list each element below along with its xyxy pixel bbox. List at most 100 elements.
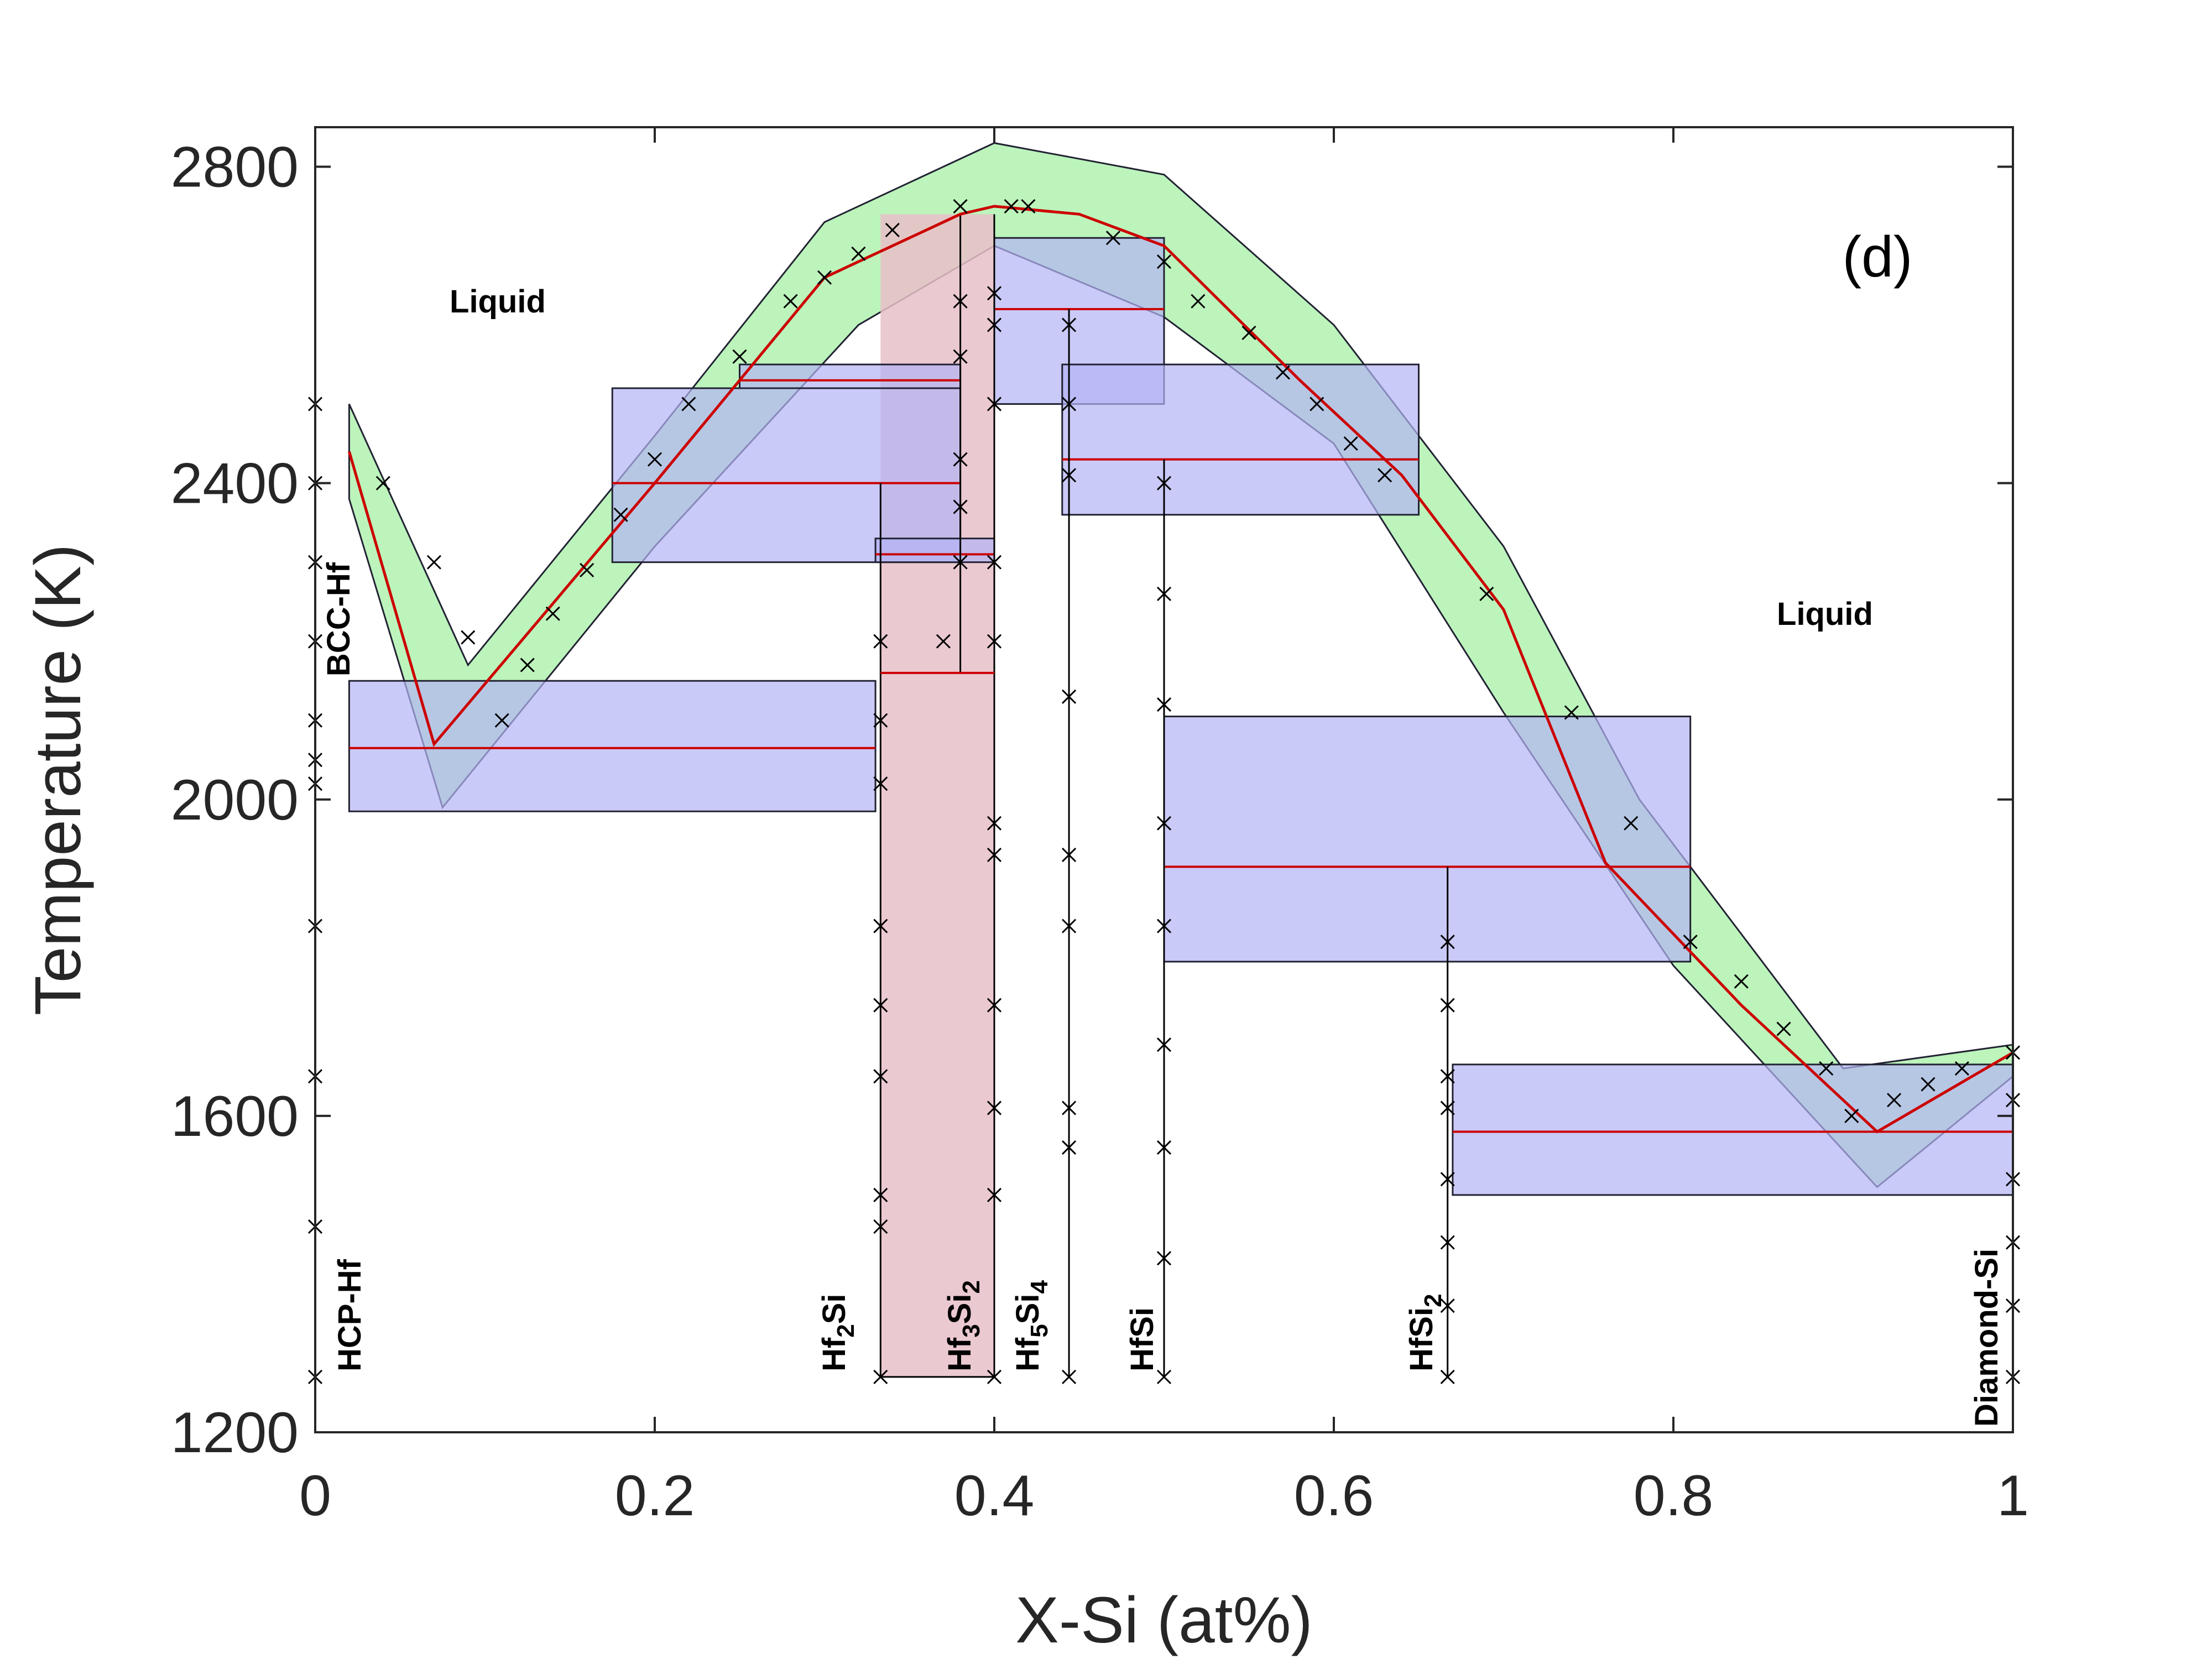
experimental-point: [987, 634, 1002, 649]
experimental-point: [873, 1069, 888, 1084]
experimental-point: [873, 919, 888, 933]
experimental-point: [647, 452, 662, 467]
experimental-point: [1156, 1251, 1172, 1266]
experimental-point: [1062, 1369, 1077, 1384]
experimental-point: [1062, 397, 1077, 411]
experimental-point: [1844, 1108, 1859, 1123]
y-tick-label: 2800: [171, 135, 299, 200]
x-tick-label: 0.6: [1294, 1464, 1374, 1528]
experimental-point: [987, 1100, 1002, 1115]
experimental-point: [851, 246, 866, 261]
experimental-point: [873, 634, 888, 649]
experimental-point: [1062, 919, 1077, 933]
experimental-point: [732, 349, 747, 364]
experimental-point: [1378, 468, 1392, 483]
experimental-point: [1734, 974, 1749, 989]
experimental-point: [953, 294, 968, 309]
hcp-hf-label: HCP-Hf: [332, 1259, 368, 1371]
experimental-point: [953, 199, 968, 214]
x-tick-label: 0.4: [954, 1464, 1035, 1528]
y-tick-label: 1600: [171, 1084, 299, 1149]
invariant-band-peritectic-hf2si: [611, 387, 962, 564]
x-axis-label: X-Si (at%): [1015, 1584, 1313, 1657]
experimental-point: [783, 294, 798, 309]
hfsi-label: HfSi: [1124, 1307, 1160, 1371]
uncertainty-bands: [348, 142, 2014, 1377]
experimental-point: [1776, 1021, 1791, 1036]
experimental-point: [1921, 1077, 1936, 1092]
experimental-point: [1564, 705, 1579, 720]
experimental-point: [1310, 397, 1324, 411]
experimental-point: [1440, 998, 1455, 1013]
experimental-point: [1440, 1069, 1455, 1084]
experimental-point: [1062, 468, 1077, 483]
experimental-point: [873, 1219, 888, 1234]
liquid-label-right: Liquid: [1777, 596, 1873, 632]
axis-ticks: 0 0.2 0.4 0.6 0.8 1 1200 1600 2000 2400 2800: [171, 127, 2029, 1528]
experimental-point: [873, 1187, 888, 1202]
x-tick-label: 0: [299, 1464, 331, 1528]
experimental-point: [1624, 816, 1639, 831]
invariant-band-hfsi-hfsi2-peritectic: [1163, 716, 1692, 963]
phase-lines: [347, 205, 2014, 1378]
x-tick-label: 1: [1997, 1464, 2029, 1528]
experimental-point: [1156, 254, 1172, 269]
experimental-point: [461, 630, 476, 645]
experimental-point: [1004, 199, 1019, 214]
hf2si-label: Hf2Si: [816, 1294, 859, 1372]
experimental-point: [1156, 919, 1172, 933]
experimental-point: [1440, 1100, 1455, 1115]
experimental-point: [1062, 689, 1077, 704]
experimental-point: [1440, 1172, 1455, 1187]
experimental-point: [987, 1369, 1002, 1384]
y-tick-label: 1200: [171, 1401, 299, 1465]
experimental-point: [873, 713, 888, 728]
invariant-band-eutectic-bcc-hf2si: [348, 680, 877, 812]
experimental-point: [545, 606, 560, 621]
experimental-point: [1156, 1037, 1172, 1052]
experimental-point: [987, 555, 1002, 570]
invariant-band-hf3si2-lower: [874, 538, 995, 564]
experimental-point: [936, 634, 951, 649]
experimental-point: [1191, 294, 1206, 309]
experimental-point: [987, 998, 1002, 1013]
experimental-point: [987, 286, 1002, 301]
invariant-band-hf3si2-upper: [739, 363, 962, 389]
experimental-point: [1156, 476, 1172, 491]
experimental-point: [953, 452, 968, 467]
experimental-point: [681, 397, 696, 411]
experimental-point: [1241, 325, 1256, 340]
invariant-band-hf5si4-hfsi-eutectic: [1061, 363, 1420, 516]
diamond-si-label: Diamond-Si: [1969, 1249, 2005, 1427]
y-tick-label: 2000: [171, 768, 299, 832]
experimental-point: [426, 555, 441, 570]
experimental-point: [1156, 1369, 1172, 1384]
experimental-point: [1062, 1100, 1077, 1115]
experimental-point: [1440, 935, 1455, 950]
experimental-point: [1343, 436, 1358, 451]
experimental-point: [1275, 365, 1290, 380]
hfsi2-label: HfSi2: [1404, 1294, 1447, 1371]
experimental-point: [987, 397, 1002, 411]
experimental-point: [953, 349, 968, 364]
experimental-point: [987, 816, 1002, 831]
experimental-point: [953, 555, 968, 570]
axes-box: [314, 126, 2014, 1433]
experimental-point: [1021, 199, 1036, 214]
x-tick-label: 0.8: [1634, 1464, 1714, 1528]
experimental-point: [885, 222, 900, 237]
experimental-point: [1954, 1061, 1969, 1076]
panel-label: (d): [1842, 225, 1912, 289]
invariant-band-hfsi2-si-eutectic: [1452, 1063, 2014, 1196]
experimental-point: [1440, 1298, 1455, 1313]
experimental-point: [1683, 935, 1698, 950]
experimental-point: [953, 499, 968, 514]
y-axis-label: Temperature (K): [22, 544, 95, 1016]
experimental-point: [375, 476, 390, 491]
experimental-point: [1440, 1369, 1455, 1384]
experimental-point: [1062, 317, 1077, 332]
experimental-point: [1156, 1140, 1172, 1155]
experimental-point: [1156, 586, 1172, 601]
experimental-point: [1062, 847, 1077, 862]
experimental-point: [1819, 1061, 1834, 1076]
